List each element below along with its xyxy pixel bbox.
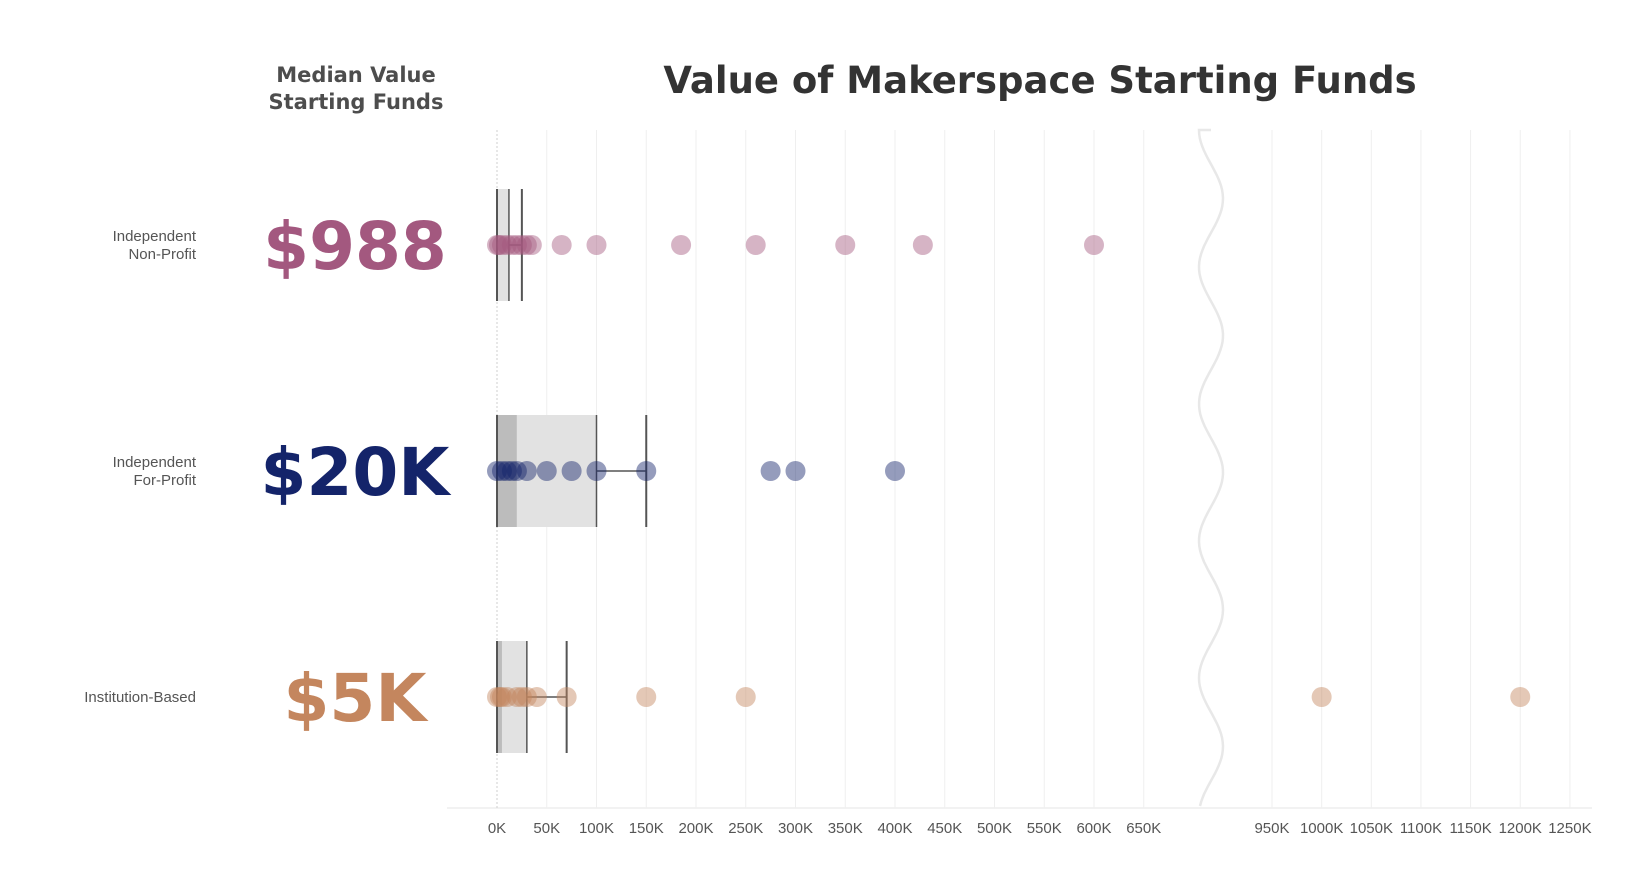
data-point bbox=[496, 235, 517, 255]
category-label: For-Profit bbox=[133, 472, 196, 489]
data-point bbox=[526, 687, 547, 707]
category-label: Independent bbox=[113, 454, 197, 471]
data-point bbox=[556, 687, 577, 707]
data-point bbox=[496, 461, 517, 481]
data-point bbox=[506, 461, 527, 481]
x-tick-label: 1000K bbox=[1300, 820, 1343, 837]
x-axis-ticks: 0K 50K 100K 150K 200K 250K 300K 350K 400K 450K 500… bbox=[488, 820, 1592, 837]
x-tick-label: 100K bbox=[579, 820, 614, 837]
data-point bbox=[487, 687, 507, 707]
median-header-line-2: Starting Funds bbox=[269, 90, 444, 114]
data-points bbox=[487, 235, 1531, 707]
data-point bbox=[835, 235, 856, 255]
x-tick-label: 600K bbox=[1076, 820, 1111, 837]
x-tick-label: 950K bbox=[1254, 820, 1289, 837]
data-point bbox=[516, 687, 537, 707]
x-tick-label: 1250K bbox=[1548, 820, 1591, 837]
median-value-label: $5K bbox=[284, 660, 430, 737]
data-point bbox=[501, 461, 522, 481]
x-tick-label: 550K bbox=[1027, 820, 1062, 837]
data-point bbox=[912, 235, 933, 255]
data-point bbox=[561, 461, 582, 481]
data-point bbox=[1084, 235, 1104, 255]
labels: Value of Makerspace Starting Funds Media… bbox=[84, 59, 1416, 737]
x-tick-label: 300K bbox=[778, 820, 813, 837]
x-tick-label: 400K bbox=[877, 820, 912, 837]
data-point bbox=[1510, 687, 1531, 707]
data-point bbox=[536, 461, 557, 481]
x-tick-label: 1200K bbox=[1499, 820, 1542, 837]
x-tick-label: 250K bbox=[728, 820, 763, 837]
data-point bbox=[491, 687, 512, 707]
box-upper bbox=[516, 415, 597, 527]
data-point bbox=[671, 235, 692, 255]
category-label: Independent bbox=[113, 228, 197, 245]
data-point bbox=[487, 461, 507, 481]
data-point bbox=[551, 235, 572, 255]
data-point bbox=[506, 235, 527, 255]
x-tick-label: 50K bbox=[533, 820, 560, 837]
box-lower bbox=[497, 641, 502, 753]
box-upper bbox=[497, 189, 509, 301]
data-point bbox=[491, 235, 512, 255]
gridlines bbox=[447, 130, 1592, 809]
x-tick-label: 150K bbox=[629, 820, 664, 837]
data-point bbox=[636, 461, 657, 481]
data-point bbox=[516, 235, 537, 255]
data-point bbox=[491, 461, 512, 481]
category-label: Non-Profit bbox=[128, 246, 196, 263]
data-point bbox=[586, 235, 607, 255]
data-point bbox=[487, 235, 507, 255]
x-tick-label: 650K bbox=[1126, 820, 1161, 837]
axis-break-wave bbox=[1197, 128, 1225, 807]
data-point bbox=[516, 461, 537, 481]
x-tick-label: 350K bbox=[828, 820, 863, 837]
x-tick-label: 1150K bbox=[1449, 820, 1491, 837]
x-tick-label: 200K bbox=[678, 820, 713, 837]
x-tick-label: 0K bbox=[488, 820, 506, 837]
data-point bbox=[760, 461, 781, 481]
data-point bbox=[586, 461, 607, 481]
category-label: Institution-Based bbox=[84, 689, 196, 706]
median-value-label: $20K bbox=[261, 434, 453, 511]
axis-break bbox=[1197, 128, 1225, 807]
x-tick-label: 1100K bbox=[1400, 820, 1442, 837]
data-point bbox=[636, 687, 657, 707]
x-tick-label: 500K bbox=[977, 820, 1012, 837]
data-point bbox=[1311, 687, 1332, 707]
median-value-label: $988 bbox=[263, 208, 447, 285]
data-point bbox=[496, 687, 517, 707]
x-tick-label: 1050K bbox=[1350, 820, 1393, 837]
data-point bbox=[488, 235, 509, 255]
data-point bbox=[501, 235, 522, 255]
data-point bbox=[511, 235, 532, 255]
data-point bbox=[745, 235, 766, 255]
data-point bbox=[735, 687, 756, 707]
data-point bbox=[785, 461, 806, 481]
median-header-line-1: Median Value bbox=[276, 63, 435, 87]
box-plots bbox=[496, 189, 648, 753]
data-point bbox=[885, 461, 905, 481]
data-point bbox=[506, 687, 527, 707]
box-upper bbox=[501, 641, 527, 753]
data-point bbox=[521, 235, 542, 255]
x-tick-label: 450K bbox=[927, 820, 962, 837]
data-point bbox=[489, 687, 510, 707]
data-point bbox=[511, 687, 532, 707]
box-lower bbox=[497, 415, 517, 527]
chart-title: Value of Makerspace Starting Funds bbox=[663, 59, 1416, 102]
